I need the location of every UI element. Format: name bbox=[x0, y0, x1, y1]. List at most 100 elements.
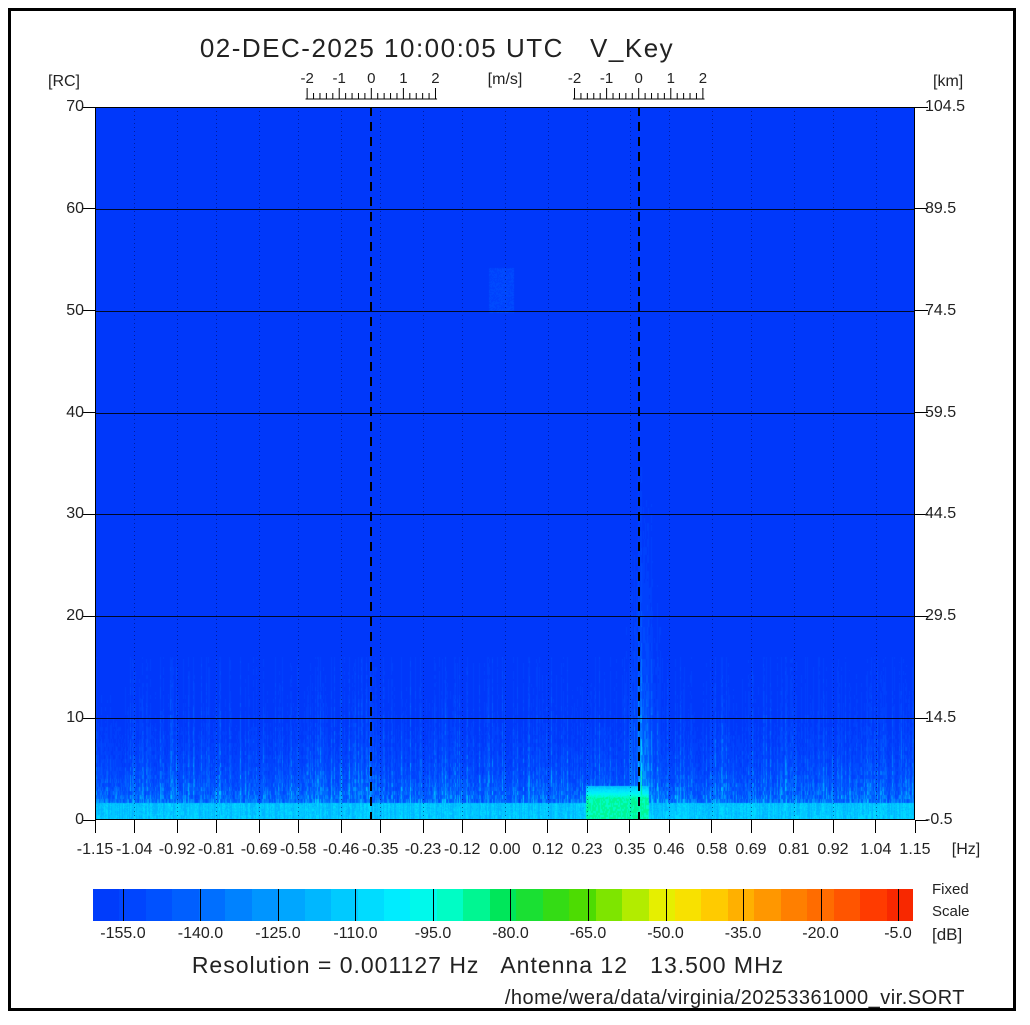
colorbar-unit: [dB] bbox=[932, 925, 963, 944]
x-tick-label: -0.12 bbox=[443, 841, 481, 858]
colorbar-segment bbox=[622, 889, 649, 921]
x-tick-mark bbox=[94, 820, 96, 833]
x-tick-mark bbox=[793, 820, 795, 833]
x-tick-mark bbox=[133, 820, 135, 833]
y-right-tick-label: 44.5 bbox=[925, 505, 957, 523]
colorbar-tick-label: -65.0 bbox=[569, 925, 607, 942]
colorbar-segment bbox=[780, 889, 808, 921]
x-tick-mark bbox=[875, 820, 877, 833]
colorbar-tick-label: -95.0 bbox=[414, 925, 452, 942]
y-right-tick-mark bbox=[915, 208, 928, 210]
y-right-tick-mark bbox=[915, 412, 928, 414]
colorbar-segment bbox=[516, 889, 543, 921]
x-tick-mark bbox=[379, 820, 381, 833]
colorbar-tick-mark bbox=[355, 889, 357, 921]
x-tick-mark bbox=[258, 820, 260, 833]
colorbar-tick-label: -20.0 bbox=[802, 925, 839, 942]
x-tick-mark bbox=[750, 820, 752, 833]
y-left-tick-mark bbox=[82, 412, 95, 414]
velocity-tick-label: 0 bbox=[367, 70, 376, 87]
colorbar-segment bbox=[410, 889, 437, 921]
colorbar-segment bbox=[93, 889, 120, 921]
x-tick-mark bbox=[461, 820, 463, 833]
colorbar-segment bbox=[542, 889, 570, 921]
spectrum-heatmap-canvas bbox=[95, 107, 915, 820]
colorbar-tick-label: -80.0 bbox=[492, 925, 529, 942]
y-left-tick-label: 10 bbox=[66, 709, 84, 727]
spectrum-plot-area bbox=[95, 107, 915, 820]
x-tick-mark bbox=[176, 820, 178, 833]
x-tick-label: -0.81 bbox=[197, 841, 235, 858]
y-right-tick-label: 14.5 bbox=[925, 709, 957, 727]
y-left-tick-label: 50 bbox=[66, 301, 84, 319]
velocity-tick-label: -1 bbox=[332, 70, 346, 87]
colorbar-tick-label: -140.0 bbox=[177, 925, 224, 942]
x-tick-label: 0.81 bbox=[778, 841, 810, 858]
y-left-tick-mark bbox=[82, 208, 95, 210]
colorbar-segment bbox=[886, 889, 914, 921]
x-tick-label: -1.15 bbox=[76, 841, 114, 858]
x-tick-mark bbox=[668, 820, 670, 833]
colorbar-segment bbox=[648, 889, 675, 921]
x-tick-mark bbox=[629, 820, 631, 833]
y-left-tick-mark bbox=[82, 615, 95, 617]
x-tick-label: 1.15 bbox=[899, 841, 931, 858]
colorbar-segment bbox=[225, 889, 252, 921]
colorbar-segment bbox=[807, 889, 834, 921]
y-right-tick-label: 89.5 bbox=[925, 199, 957, 217]
x-tick-label: 0.46 bbox=[653, 841, 685, 858]
x-tick-label: 1.04 bbox=[860, 841, 892, 858]
y-right-tick-label: 29.5 bbox=[925, 607, 957, 625]
x-tick-mark bbox=[586, 820, 588, 833]
x-tick-mark bbox=[547, 820, 549, 833]
velocity-tick-label: 2 bbox=[698, 70, 708, 87]
x-tick-mark bbox=[832, 820, 834, 833]
x-tick-mark bbox=[215, 820, 217, 833]
y-left-tick-mark bbox=[82, 310, 95, 312]
y-left-tick-mark bbox=[82, 717, 95, 719]
colorbar-segment bbox=[701, 889, 728, 921]
velocity-tick-label: 0 bbox=[634, 70, 643, 87]
x-tick-label: 0.23 bbox=[571, 841, 603, 858]
colorbar-segment bbox=[595, 889, 623, 921]
colorbar-segment bbox=[172, 889, 199, 921]
colorbar-segment bbox=[754, 889, 781, 921]
velocity-tick-label: -2 bbox=[567, 70, 582, 87]
x-tick-label: 0.00 bbox=[489, 841, 521, 858]
colorbar-segment bbox=[463, 889, 490, 921]
y-left-tick-mark bbox=[82, 819, 95, 821]
colorbar-segment bbox=[727, 889, 755, 921]
velocity-tick-label: 1 bbox=[399, 70, 408, 87]
colorbar-segment bbox=[278, 889, 305, 921]
x-tick-label: 0.35 bbox=[614, 841, 646, 858]
x-tick-mark bbox=[297, 820, 299, 833]
x-tick-label: -0.92 bbox=[158, 841, 196, 858]
x-tick-label: -0.35 bbox=[361, 841, 399, 858]
colorbar-tick-mark bbox=[432, 889, 434, 921]
colorbar-tick-mark bbox=[122, 889, 124, 921]
y-right-tick-label: 104.5 bbox=[925, 98, 966, 115]
colorbar-tick-mark bbox=[898, 889, 900, 921]
x-tick-label: -1.04 bbox=[115, 841, 153, 858]
y-right-tick-label: 74.5 bbox=[925, 301, 957, 319]
y-left-tick-mark bbox=[82, 513, 95, 515]
x-tick-mark bbox=[340, 820, 342, 833]
colorbar-segment bbox=[833, 889, 861, 921]
y-left-tick-label: 60 bbox=[66, 199, 84, 217]
left-axis-unit: [RC] bbox=[48, 73, 80, 90]
right-axis-unit: [km] bbox=[933, 73, 964, 90]
velocity-tick-label: 1 bbox=[666, 70, 675, 87]
colorbar-segment bbox=[860, 889, 887, 921]
bottom-axis-unit: [Hz] bbox=[951, 841, 981, 858]
colorbar-segment bbox=[357, 889, 384, 921]
colorbar-tick-label: -50.0 bbox=[647, 925, 684, 942]
colorbar-scale-note-line1: Fixed bbox=[932, 881, 969, 898]
y-right-tick-mark bbox=[915, 513, 928, 515]
y-right-tick-label: -0.5 bbox=[925, 811, 953, 828]
x-tick-label: 0.69 bbox=[735, 841, 767, 858]
y-right-tick-mark bbox=[915, 819, 928, 821]
y-right-tick-mark bbox=[915, 310, 928, 312]
colorbar-segment bbox=[251, 889, 279, 921]
colorbar-segment bbox=[569, 889, 596, 921]
